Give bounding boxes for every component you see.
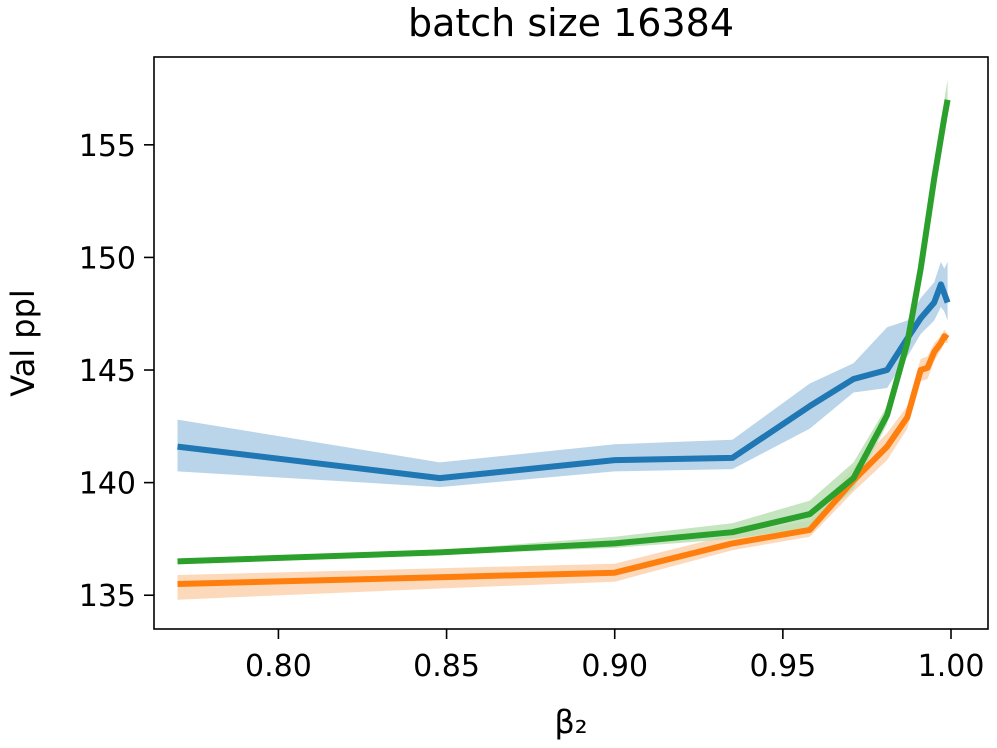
y-tick-label: 140: [79, 467, 136, 502]
y-tick-label: 145: [79, 354, 136, 389]
series-3-line: [177, 99, 951, 565]
chart-title: batch size 16384: [408, 1, 734, 45]
x-axis-label: β₂: [554, 703, 587, 741]
y-tick-label: 155: [79, 129, 136, 164]
series-2-line: [177, 333, 950, 587]
y-tick-label: 135: [79, 579, 136, 614]
y-axis-label: Val ppl: [4, 289, 42, 397]
plot-frame: [153, 56, 989, 630]
series-1-band: [177, 261, 948, 488]
series-1-line: [177, 281, 951, 482]
x-tick-label: 0.80: [245, 649, 312, 684]
series-3-band: [177, 79, 948, 564]
x-tick-label: 0.90: [581, 649, 648, 684]
x-tick-label: 0.85: [413, 649, 480, 684]
x-tick-label: 1.00: [918, 649, 985, 684]
y-tick-label: 150: [79, 241, 136, 276]
x-tick-label: 0.95: [749, 649, 816, 684]
